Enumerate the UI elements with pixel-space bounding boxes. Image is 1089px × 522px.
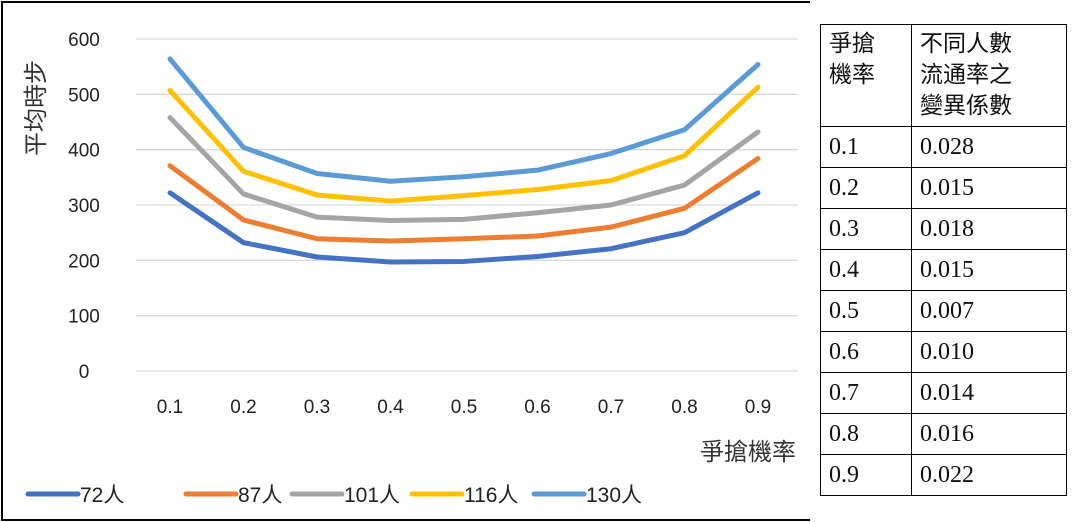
probability-cell: 0.2 bbox=[820, 167, 912, 209]
x-tick-label: 0.8 bbox=[671, 397, 697, 418]
y-tick-label: 400 bbox=[68, 141, 100, 162]
y-tick-label: 600 bbox=[68, 30, 100, 51]
probability-cell: 0.9 bbox=[820, 454, 912, 496]
header-line: 變異係數 bbox=[920, 93, 1012, 119]
legend-label: 116人 bbox=[464, 484, 518, 507]
legend-label: 87人 bbox=[238, 484, 282, 507]
x-tick-label: 0.4 bbox=[377, 397, 404, 418]
probability-cell: 0.6 bbox=[820, 331, 912, 373]
table-row: 0.6 0.010 bbox=[820, 331, 1067, 373]
figure-border bbox=[1, 1, 810, 521]
x-tick-label: 0.1 bbox=[157, 397, 183, 418]
cv-cell: 0.022 bbox=[911, 454, 1067, 496]
cv-table: 爭搶 機率 不同人數 流通率之 變異係數 0.1 0.028 0.2 0.015 0.3 0.0… bbox=[820, 24, 1067, 496]
cv-cell: 0.015 bbox=[911, 249, 1067, 291]
cv-cell: 0.010 bbox=[911, 331, 1067, 373]
x-axis-ticks: 0.1 0.2 0.3 0.4 0.5 0.6 0.7 0.8 0.9 bbox=[157, 397, 771, 418]
series-line-0 bbox=[167, 190, 761, 265]
cv-cell: 0.028 bbox=[911, 126, 1067, 168]
x-tick-label: 0.2 bbox=[230, 397, 256, 418]
cv-cell: 0.014 bbox=[911, 372, 1067, 414]
header-cv: 不同人數流通率之變異係數 bbox=[911, 24, 1067, 127]
table-row: 0.9 0.022 bbox=[820, 454, 1067, 496]
gridlines bbox=[136, 38, 798, 372]
y-axis-title: 平均時步 bbox=[22, 60, 50, 156]
cv-cell: 0.007 bbox=[911, 290, 1067, 332]
y-tick-label: 200 bbox=[68, 251, 100, 272]
header-probability: 爭搶 機率 bbox=[820, 24, 912, 127]
legend-label: 130人 bbox=[586, 484, 642, 507]
series-line-3 bbox=[167, 84, 761, 204]
x-tick-label: 0.9 bbox=[745, 397, 771, 418]
header-line: 流通率之 bbox=[920, 62, 1012, 88]
table-row: 0.3 0.018 bbox=[820, 208, 1067, 250]
header-line: 爭搶 bbox=[829, 31, 875, 57]
cv-cell: 0.015 bbox=[911, 167, 1067, 209]
y-tick-label: 500 bbox=[68, 85, 100, 106]
table-row: 0.5 0.007 bbox=[820, 290, 1067, 332]
legend-item: 72人 bbox=[25, 484, 124, 507]
probability-cell: 0.8 bbox=[820, 413, 912, 455]
series-lines bbox=[167, 56, 761, 265]
probability-cell: 0.4 bbox=[820, 249, 912, 291]
probability-cell: 0.5 bbox=[820, 290, 912, 332]
legend-item: 87人 bbox=[183, 484, 282, 507]
header-line: 機率 bbox=[829, 62, 875, 88]
probability-cell: 0.3 bbox=[820, 208, 912, 250]
y-tick-label: 100 bbox=[68, 307, 100, 328]
y-tick-label: 300 bbox=[68, 196, 100, 217]
x-axis-title: 爭搶機率 bbox=[700, 438, 796, 466]
table-row: 0.1 0.028 bbox=[820, 126, 1067, 168]
legend-item: 116人 bbox=[409, 484, 518, 507]
table-row: 0.8 0.016 bbox=[820, 413, 1067, 455]
legend-item: 101人 bbox=[289, 484, 400, 507]
y-tick-label: 0 bbox=[79, 362, 90, 383]
table-header-row: 爭搶機率 不同人數流通率之變異係數 bbox=[820, 24, 1067, 127]
x-tick-label: 0.5 bbox=[451, 397, 477, 418]
header-line: 不同人數 bbox=[920, 31, 1012, 57]
probability-cell: 0.1 bbox=[820, 126, 912, 168]
legend: 72人 87人 101人 116人 130人 bbox=[25, 484, 642, 507]
y-axis-ticks: 0 100 200 300 400 500 600 bbox=[68, 30, 100, 383]
table-row: 0.4 0.015 bbox=[820, 249, 1067, 291]
table-row: 0.7 0.014 bbox=[820, 372, 1067, 414]
cv-cell: 0.016 bbox=[911, 413, 1067, 455]
legend-label: 72人 bbox=[80, 484, 124, 507]
probability-cell: 0.7 bbox=[820, 372, 912, 414]
x-tick-label: 0.7 bbox=[598, 397, 624, 418]
legend-label: 101人 bbox=[344, 484, 400, 507]
x-tick-label: 0.3 bbox=[304, 397, 330, 418]
x-tick-label: 0.6 bbox=[524, 397, 550, 418]
cv-cell: 0.018 bbox=[911, 208, 1067, 250]
table-body: 0.1 0.028 0.2 0.015 0.3 0.018 0.4 0.015 0.5 0.007… bbox=[820, 126, 1067, 496]
table-row: 0.2 0.015 bbox=[820, 167, 1067, 209]
legend-item: 130人 bbox=[531, 484, 642, 507]
